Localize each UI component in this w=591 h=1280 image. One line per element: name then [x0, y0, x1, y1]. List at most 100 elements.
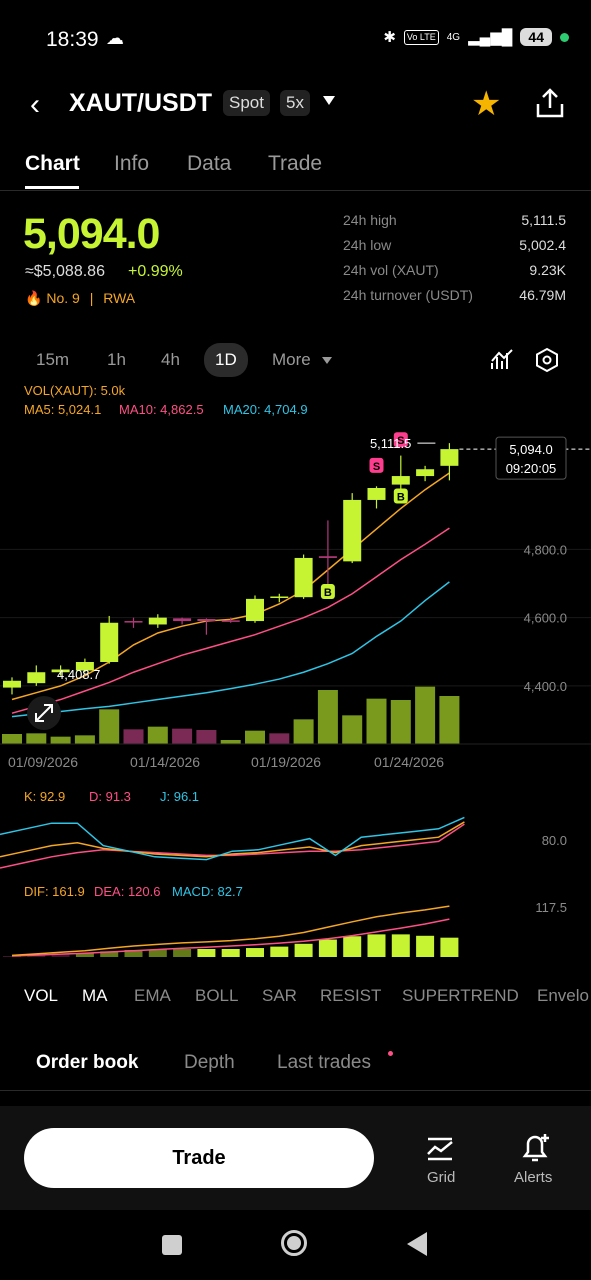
macd-dif-legend: DIF: 161.9	[24, 884, 85, 899]
tf-more[interactable]: More	[272, 350, 311, 369]
current-price-box	[495, 436, 567, 480]
volume-bar	[172, 728, 193, 744]
macd-histogram-bar	[221, 948, 240, 957]
buy-marker-bg	[320, 584, 335, 600]
candle-body	[294, 557, 313, 598]
macd-histogram-bar	[3, 956, 21, 957]
stat-value-high: 5,111.5	[521, 212, 566, 228]
tf-15m[interactable]: 15m	[36, 350, 70, 369]
vol-legend: VOL(XAUT): 5.0k	[24, 383, 126, 398]
volume-bar	[439, 696, 460, 744]
ind-envelope[interactable]: Envelo	[537, 986, 589, 1005]
signal-icon: ▂▄▆█	[468, 29, 513, 46]
macd-histogram-bar	[367, 934, 386, 957]
candle-body	[270, 596, 289, 598]
tab-depth[interactable]: Depth	[184, 1052, 235, 1073]
home-icon[interactable]	[281, 1230, 307, 1256]
tab-data[interactable]: Data	[187, 152, 232, 175]
rank-badge[interactable]: 🔥 No. 9 | RWA	[25, 290, 136, 306]
kdj-chart: 80.0	[0, 816, 567, 869]
indicator-settings-icon[interactable]	[489, 347, 515, 373]
back-icon[interactable]: ‹	[30, 88, 40, 121]
volume-bar	[99, 709, 120, 744]
volume-bar	[2, 734, 22, 744]
favorite-star-icon[interactable]: ★	[471, 85, 502, 123]
ind-ma[interactable]: MA	[82, 986, 108, 1005]
kdj-k-legend: K: 92.9	[24, 789, 66, 804]
tab-chart[interactable]: Chart	[25, 152, 80, 175]
volume-bar	[220, 740, 241, 744]
grid-icon[interactable]	[425, 1134, 455, 1164]
more-caret-icon[interactable]	[322, 357, 332, 364]
rank-value: No. 9	[46, 290, 80, 306]
tab-underline	[25, 186, 79, 189]
back-nav-icon[interactable]	[407, 1232, 427, 1256]
candle-body	[416, 469, 435, 477]
recents-icon[interactable]	[162, 1235, 182, 1255]
grid-label[interactable]: Grid	[427, 1169, 456, 1186]
chart-settings-icon[interactable]	[534, 347, 560, 373]
pair-dropdown-icon[interactable]	[323, 96, 335, 105]
tab-last-trades[interactable]: Last trades	[277, 1052, 371, 1073]
sell-marker-bg	[393, 432, 408, 448]
macd-dif-line	[11, 905, 450, 957]
ind-sar[interactable]: SAR	[262, 986, 297, 1005]
candle-body	[197, 619, 216, 622]
x-tick-label: 01/14/2026	[130, 754, 200, 770]
macd-dea-line	[11, 918, 450, 957]
candlestick-chart[interactable]: 4,800.04,600.04,400.0BBSS5,111.54,408.75…	[0, 380, 591, 780]
macd-histogram-bar	[124, 949, 143, 957]
pair-title[interactable]: XAUT/USDT	[69, 89, 213, 117]
candle-body	[51, 669, 70, 673]
ind-vol[interactable]: VOL	[24, 986, 59, 1005]
volume-bar	[26, 733, 47, 744]
trade-button[interactable]: Trade	[24, 1128, 374, 1188]
candle-body	[246, 598, 264, 622]
rank-category: RWA	[103, 290, 136, 306]
macd-histogram-bar	[440, 937, 459, 957]
tf-4h[interactable]: 4h	[161, 350, 180, 369]
ind-supertrend[interactable]: SUPERTREND	[402, 986, 519, 1005]
cloud-icon: ☁	[106, 28, 124, 48]
status-icons: ✱ Vo LTE 4G ▂▄▆█ 44	[383, 28, 569, 46]
macd-histogram-bar	[51, 954, 70, 957]
volume-bar	[366, 698, 387, 744]
tab-order-book[interactable]: Order book	[36, 1052, 139, 1073]
sell-marker: S	[373, 461, 380, 473]
volte-icon: Vo LTE	[403, 29, 439, 45]
expand-icon	[35, 704, 53, 722]
macd-histogram-bar	[173, 948, 192, 957]
kdj-d-line	[0, 823, 465, 869]
low-marker-label: 4,408.7	[57, 667, 100, 682]
last-price: 5,094.0	[23, 210, 160, 258]
stat-value-low: 5,002.4	[519, 237, 566, 253]
ind-boll[interactable]: BOLL	[195, 986, 239, 1005]
stat-value-turnover: 46.79M	[519, 287, 566, 303]
alerts-label[interactable]: Alerts	[514, 1169, 553, 1186]
macd-chart: 117.5	[3, 900, 567, 957]
price-change: +0.99%	[128, 263, 183, 280]
ma20-line	[11, 581, 450, 718]
ind-ema[interactable]: EMA	[134, 986, 171, 1005]
volume-bar	[50, 736, 71, 744]
share-icon[interactable]	[533, 86, 567, 120]
ma10-legend: MA10: 4,862.5	[119, 402, 204, 417]
ind-resist[interactable]: RESIST	[320, 986, 382, 1005]
macd-histogram-bar	[246, 948, 264, 957]
tf-1h[interactable]: 1h	[107, 350, 126, 369]
candle-body	[367, 488, 386, 500]
volume-bar	[269, 733, 290, 744]
status-time: 18:39	[46, 28, 99, 51]
stat-label-vol: 24h vol (XAUT)	[343, 262, 439, 278]
tab-info[interactable]: Info	[114, 152, 150, 175]
stat-label-low: 24h low	[343, 237, 392, 253]
stat-label-high: 24h high	[343, 212, 397, 228]
alerts-icon[interactable]	[519, 1132, 551, 1164]
leverage-badge: 5x	[280, 90, 310, 116]
macd-histogram-bar	[100, 951, 119, 957]
tf-1d[interactable]: 1D	[204, 343, 248, 377]
candle-body	[221, 620, 240, 622]
volume-bar	[74, 735, 95, 744]
tab-trade[interactable]: Trade	[268, 152, 323, 175]
volume-bar	[196, 730, 217, 744]
